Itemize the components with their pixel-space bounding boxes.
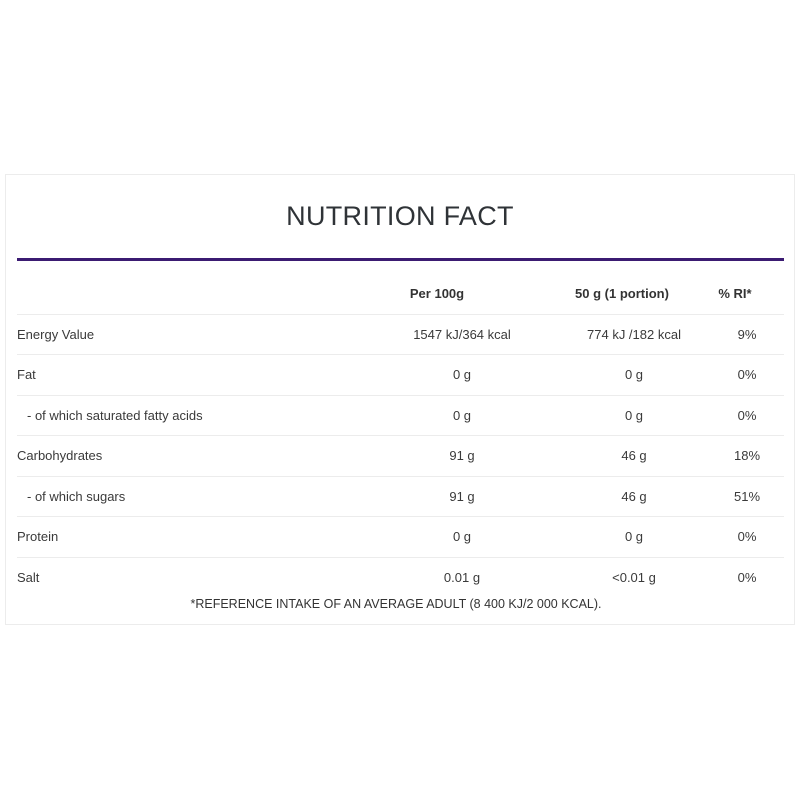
row-per-100g: 91 g (449, 488, 475, 504)
row-label: Carbohydrates (17, 448, 103, 463)
row-label: Fat (17, 367, 36, 382)
row-per-portion: 46 g (621, 448, 647, 463)
row-label: Protein (17, 529, 59, 544)
row-per-100g: 0.01 g (443, 569, 481, 585)
table-header-row: Per 100g 50 g (1 portion) % RI* (17, 274, 784, 315)
row-per-portion: 0 g (624, 367, 644, 382)
table-row-energy: Energy Value 1547 kJ/364 kcal 774 kJ /18… (17, 315, 784, 355)
table-row-carbohydrates: Carbohydrates 91 g 46 g 18% (17, 436, 784, 477)
row-per-portion: 0 g (624, 529, 644, 544)
row-label: - of which sugars (27, 488, 126, 504)
nutrition-table: Per 100g 50 g (1 portion) % RI* Energy V… (17, 274, 784, 598)
row-per-100g: 0 g (452, 367, 472, 382)
page-title: NUTRITION FACT (286, 201, 514, 231)
table-row-saturated-fat: - of which saturated fatty acids 0 g 0 g… (17, 396, 784, 436)
row-per-portion: <0.01 g (612, 569, 656, 585)
row-per-100g: 0 g (452, 407, 472, 423)
nutrition-card: NUTRITION FACT Per 100g 50 g (1 portion)… (5, 174, 795, 625)
table-row-fat: Fat 0 g 0 g 0% (17, 355, 784, 396)
row-per-portion: 0 g (624, 407, 644, 423)
header-ri: % RI* (718, 286, 752, 301)
row-per-100g: 1547 kJ/364 kcal (413, 326, 511, 342)
row-label: Energy Value (17, 326, 95, 342)
row-ri: 0% (737, 569, 757, 585)
row-label: Salt (17, 569, 40, 585)
table-row-salt: Salt 0.01 g <0.01 g 0% (17, 558, 784, 599)
row-per-100g: 0 g (452, 529, 472, 544)
row-per-100g: 91 g (449, 448, 475, 463)
row-ri: 18% (733, 448, 761, 463)
row-ri: 9% (737, 326, 757, 342)
table-row-protein: Protein 0 g 0 g 0% (17, 517, 784, 558)
row-ri: 0% (737, 407, 757, 423)
header-per-portion: 50 g (1 portion) (575, 286, 669, 301)
reference-intake-footnote: *REFERENCE INTAKE OF AN AVERAGE ADULT (8… (190, 597, 602, 611)
row-ri: 51% (733, 488, 761, 504)
row-per-portion: 774 kJ /182 kcal (587, 326, 681, 342)
header-per-100g: Per 100g (409, 286, 465, 301)
row-ri: 0% (737, 529, 757, 544)
row-per-portion: 46 g (621, 488, 647, 504)
row-ri: 0% (737, 367, 757, 382)
table-row-sugars: - of which sugars 91 g 46 g 51% (17, 477, 784, 517)
title-divider (17, 258, 784, 261)
row-label: - of which saturated fatty acids (27, 407, 203, 423)
